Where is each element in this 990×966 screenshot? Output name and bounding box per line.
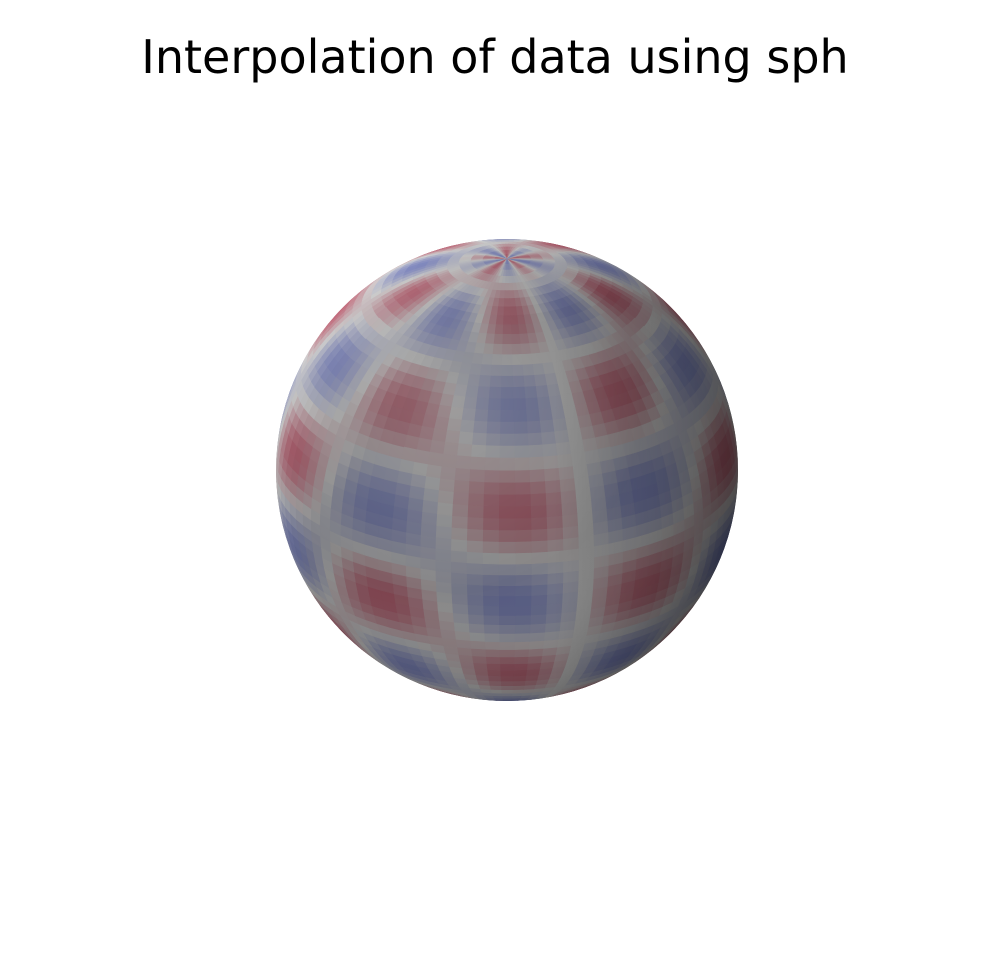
sphere-side-shading	[276, 239, 738, 701]
chart-title: Interpolation of data using sph	[141, 30, 849, 84]
